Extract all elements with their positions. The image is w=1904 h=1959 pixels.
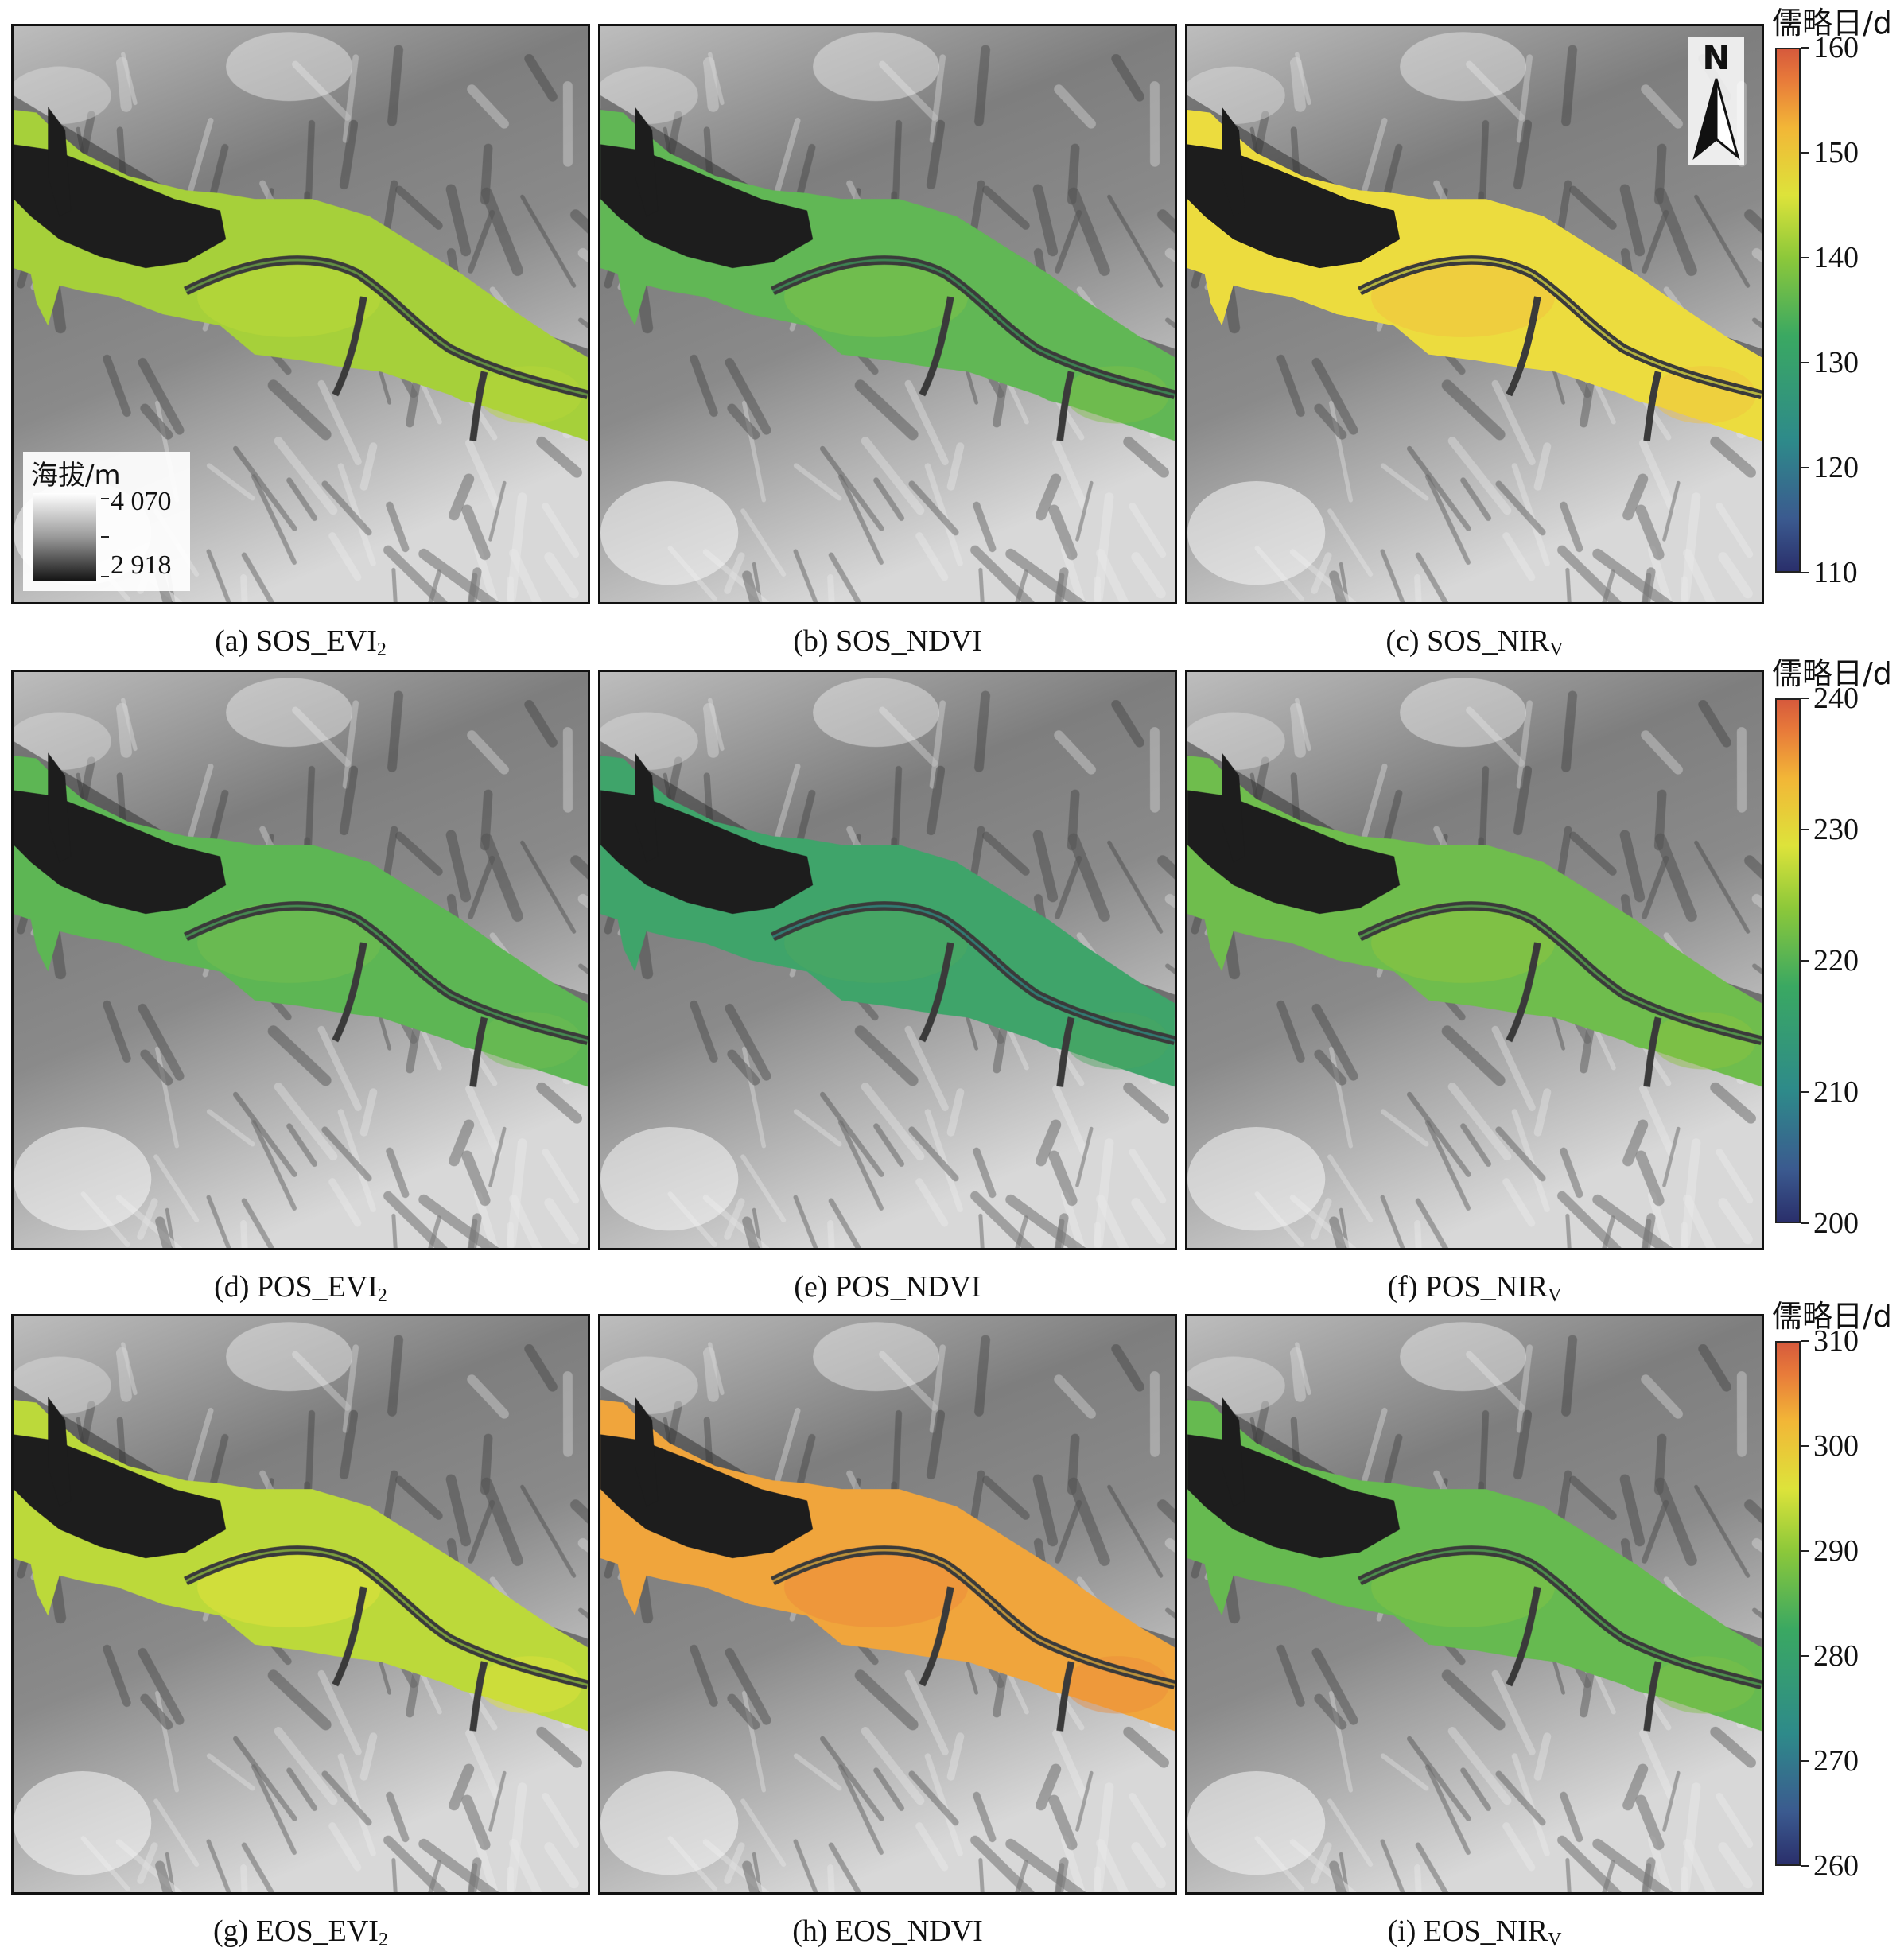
caption-subscript: V [1548, 1930, 1561, 1950]
caption-phase: EOS_EVI [256, 1914, 379, 1948]
caption-subscript: 2 [377, 639, 387, 660]
caption-phase: SOS_EVI [256, 624, 377, 658]
colorbar-tickmark [1801, 698, 1809, 699]
colorbar-tickmark [1801, 1340, 1809, 1342]
caption-letter: (e) [794, 1270, 835, 1304]
map-panel-b [598, 24, 1177, 604]
north-arrow-icon: N [1688, 37, 1744, 165]
panel-caption-i: (i) EOS_NIRV [1180, 1912, 1769, 1959]
elevation-min-label: 2 918 [111, 550, 172, 581]
colorbar-tick-label: 130 [1813, 348, 1859, 378]
panel-caption-g: (g) EOS_EVI2 [6, 1912, 595, 1959]
colorbar-tick-label: 240 [1813, 683, 1859, 713]
colorbar-tickmark [1801, 362, 1809, 363]
panel-caption-d: (d) POS_EVI2 [6, 1268, 595, 1315]
hillshade-map [14, 1316, 588, 1892]
colorbar-tickmark [1801, 152, 1809, 154]
north-arrow-label: N [1702, 38, 1730, 77]
caption-letter: (d) [214, 1270, 257, 1304]
panel-caption-e: (e) POS_NDVI [593, 1268, 1182, 1306]
panel-caption-b: (b) SOS_NDVI [593, 622, 1182, 660]
colorbar-tick-label: 160 [1813, 33, 1859, 63]
map-panel-f [1185, 670, 1764, 1250]
colorbar-tickmark [1801, 1445, 1809, 1447]
panel-caption-c: (c) SOS_NIRV [1180, 622, 1769, 669]
colorbar-tick-label: 120 [1813, 453, 1859, 483]
caption-letter: (c) [1385, 624, 1427, 658]
map-panel-i [1185, 1314, 1764, 1895]
hillshade-map [600, 672, 1175, 1248]
caption-letter: (b) [793, 624, 836, 658]
caption-subscript: 2 [378, 1285, 387, 1306]
colorbar-tickmark [1801, 1550, 1809, 1552]
caption-subscript: V [1548, 1285, 1561, 1306]
colorbar-tick-label: 300 [1813, 1431, 1859, 1461]
colorbar-tickmark [1801, 467, 1809, 468]
hillshade-map [600, 26, 1175, 602]
map-panel-h [598, 1314, 1177, 1895]
colorbar-tick-label: 220 [1813, 946, 1859, 976]
caption-letter: (h) [792, 1914, 835, 1948]
caption-subscript: 2 [379, 1930, 388, 1950]
colorbar-tickmark [1801, 572, 1809, 573]
hillshade-map [14, 672, 588, 1248]
colorbar-tick-label: 290 [1813, 1536, 1859, 1566]
caption-phase: EOS_NIR [1424, 1914, 1548, 1948]
map-panel-e [598, 670, 1177, 1250]
hillshade-map [1187, 1316, 1762, 1892]
colorbar-tickmark [1801, 1865, 1809, 1867]
colorbar [1775, 48, 1801, 573]
panel-caption-f: (f) POS_NIRV [1180, 1268, 1769, 1315]
colorbar-tickmark [1801, 1091, 1809, 1093]
colorbar-tick-label: 140 [1813, 243, 1859, 273]
colorbar [1775, 698, 1801, 1223]
elevation-tick-mid [101, 536, 109, 538]
caption-letter: (i) [1388, 1914, 1424, 1948]
map-panel-d [11, 670, 590, 1250]
colorbar-tick-label: 150 [1813, 138, 1859, 168]
caption-phase: EOS_NDVI [835, 1914, 983, 1948]
colorbar-tick-label: 310 [1813, 1326, 1859, 1356]
colorbar-tick-label: 280 [1813, 1641, 1859, 1671]
map-panel-g [11, 1314, 590, 1895]
hillshade-map [1187, 26, 1762, 602]
elevation-max-label: 4 070 [111, 487, 172, 517]
caption-phase: POS_EVI [257, 1270, 378, 1304]
caption-phase: SOS_NDVI [836, 624, 982, 658]
caption-letter: (f) [1388, 1270, 1425, 1304]
panel-caption-a: (a) SOS_EVI2 [6, 622, 595, 669]
colorbar-tick-label: 260 [1813, 1851, 1859, 1881]
colorbar-tickmark [1801, 47, 1809, 49]
panel-caption-h: (h) EOS_NDVI [593, 1912, 1182, 1950]
map-panel-c: N [1185, 24, 1764, 604]
colorbar-tickmark [1801, 1222, 1809, 1224]
colorbar-tick-label: 270 [1813, 1746, 1859, 1776]
colorbar [1775, 1341, 1801, 1866]
colorbar-tickmark [1801, 1760, 1809, 1762]
elevation-legend-title: 海拔/m [31, 453, 121, 492]
elevation-tick-min [101, 576, 109, 577]
caption-phase: POS_NIR [1425, 1270, 1548, 1304]
colorbar-tickmark [1801, 1655, 1809, 1657]
colorbar-tick-label: 230 [1813, 814, 1859, 845]
caption-letter: (a) [215, 624, 256, 658]
colorbar-tick-label: 110 [1813, 558, 1858, 588]
hillshade-map [600, 1316, 1175, 1892]
colorbar-tick-label: 200 [1813, 1208, 1859, 1238]
colorbar-tickmark [1801, 960, 1809, 962]
caption-phase: POS_NDVI [835, 1270, 981, 1304]
caption-phase: SOS_NIR [1427, 624, 1549, 658]
elevation-gradient [33, 493, 96, 581]
caption-subscript: V [1549, 639, 1563, 660]
colorbar-tick-label: 210 [1813, 1077, 1859, 1107]
colorbar-tickmark [1801, 257, 1809, 258]
caption-letter: (g) [213, 1914, 256, 1948]
hillshade-map [1187, 672, 1762, 1248]
colorbar-tickmark [1801, 829, 1809, 830]
elevation-tick-max [101, 498, 109, 499]
